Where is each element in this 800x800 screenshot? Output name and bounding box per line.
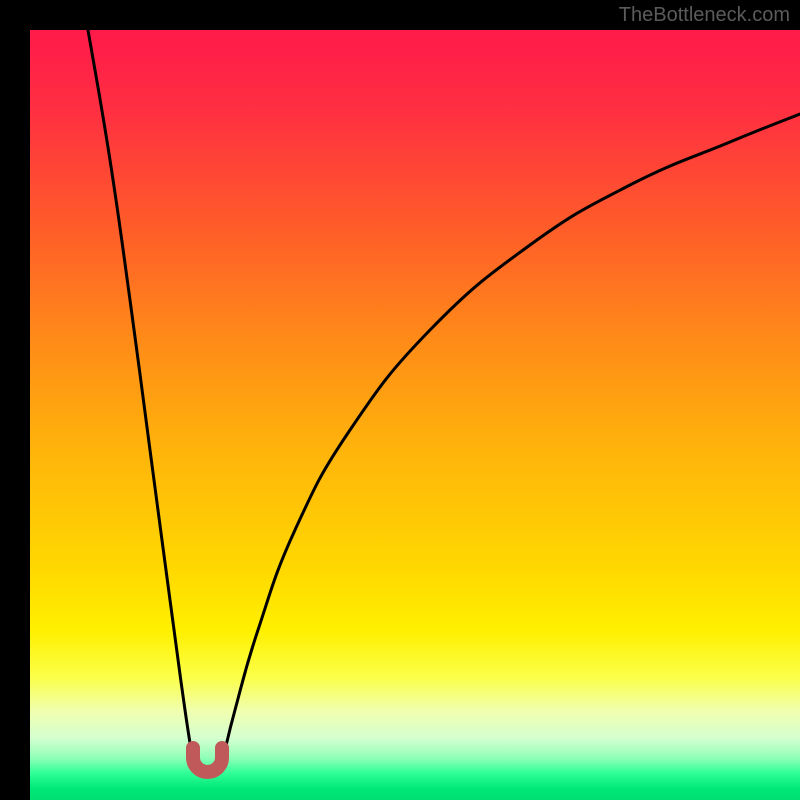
chart-container: TheBottleneck.com (0, 0, 800, 800)
bottleneck-chart (30, 30, 800, 800)
plot-area (30, 30, 800, 800)
watermark: TheBottleneck.com (619, 4, 790, 27)
